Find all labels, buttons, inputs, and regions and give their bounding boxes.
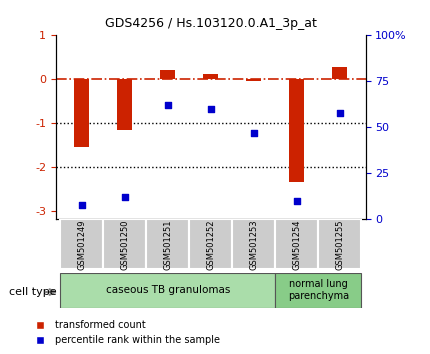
FancyBboxPatch shape bbox=[103, 219, 146, 269]
FancyBboxPatch shape bbox=[232, 219, 275, 269]
Bar bbox=[289, 79, 304, 182]
Text: GSM501250: GSM501250 bbox=[120, 219, 129, 269]
FancyBboxPatch shape bbox=[275, 273, 361, 308]
Point bbox=[207, 106, 214, 112]
Point bbox=[121, 195, 128, 200]
FancyBboxPatch shape bbox=[189, 219, 232, 269]
FancyBboxPatch shape bbox=[146, 219, 189, 269]
Bar bbox=[246, 79, 261, 81]
FancyBboxPatch shape bbox=[60, 219, 103, 269]
FancyBboxPatch shape bbox=[275, 219, 318, 269]
Bar bbox=[203, 74, 218, 79]
Point bbox=[78, 202, 85, 207]
Text: GSM501255: GSM501255 bbox=[335, 219, 344, 269]
Point bbox=[293, 198, 300, 204]
Text: cell type: cell type bbox=[9, 287, 56, 297]
Title: GDS4256 / Hs.103120.0.A1_3p_at: GDS4256 / Hs.103120.0.A1_3p_at bbox=[105, 17, 316, 30]
Bar bbox=[332, 67, 347, 79]
Bar bbox=[74, 79, 89, 147]
Text: GSM501252: GSM501252 bbox=[206, 219, 215, 269]
Text: GSM501249: GSM501249 bbox=[77, 219, 86, 269]
Text: GSM501251: GSM501251 bbox=[163, 219, 172, 269]
Point bbox=[250, 130, 257, 136]
FancyBboxPatch shape bbox=[60, 273, 275, 308]
Point bbox=[164, 103, 171, 108]
Bar bbox=[117, 79, 132, 130]
Point bbox=[336, 110, 343, 115]
FancyBboxPatch shape bbox=[318, 219, 361, 269]
Text: normal lung
parenchyma: normal lung parenchyma bbox=[288, 279, 349, 301]
Text: GSM501253: GSM501253 bbox=[249, 219, 258, 270]
Text: caseous TB granulomas: caseous TB granulomas bbox=[105, 285, 230, 295]
Bar bbox=[160, 70, 175, 79]
Legend: transformed count, percentile rank within the sample: transformed count, percentile rank withi… bbox=[26, 316, 224, 349]
Text: GSM501254: GSM501254 bbox=[292, 219, 301, 269]
